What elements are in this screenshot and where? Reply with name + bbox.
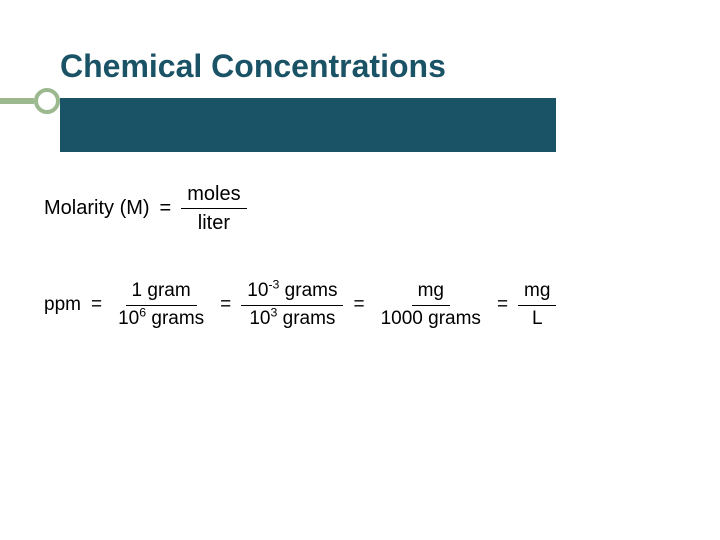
formula-ppm: ppm = 1 gram 106 grams = 10-3 grams 103 … — [44, 280, 556, 331]
ppm-frac1-den: 106 grams — [112, 306, 210, 331]
slide-title: Chemical Concentrations — [60, 48, 446, 85]
ppm-fraction-4: mg L — [518, 280, 556, 331]
ppm-lhs: ppm — [44, 294, 81, 316]
molarity-numerator: moles — [181, 182, 246, 209]
ppm-frac1-num: 1 gram — [126, 280, 197, 306]
equals-sign: = — [349, 294, 368, 316]
ppm-fraction-3: mg 1000 grams — [375, 280, 487, 331]
accent-bar — [0, 98, 34, 104]
bullet-circle — [34, 88, 60, 114]
ppm-frac3-den: 1000 grams — [375, 306, 487, 331]
equals-sign: = — [156, 197, 176, 220]
equals-sign: = — [87, 294, 106, 316]
ppm-frac4-num: mg — [518, 280, 556, 306]
molarity-denominator: liter — [192, 209, 236, 235]
ppm-frac4-den: L — [526, 306, 549, 331]
equals-sign: = — [216, 294, 235, 316]
molarity-fraction: moles liter — [181, 182, 246, 235]
ppm-frac2-num: 10-3 grams — [241, 280, 343, 306]
ppm-fraction-1: 1 gram 106 grams — [112, 280, 210, 331]
ppm-frac2-den: 103 grams — [243, 306, 341, 331]
equals-sign: = — [493, 294, 512, 316]
formula-molarity: Molarity (M) = moles liter — [44, 182, 247, 235]
ppm-fraction-2: 10-3 grams 103 grams — [241, 280, 343, 331]
molarity-lhs: Molarity (M) — [44, 197, 150, 220]
ppm-frac3-num: mg — [412, 280, 450, 306]
navy-bar — [60, 98, 556, 152]
